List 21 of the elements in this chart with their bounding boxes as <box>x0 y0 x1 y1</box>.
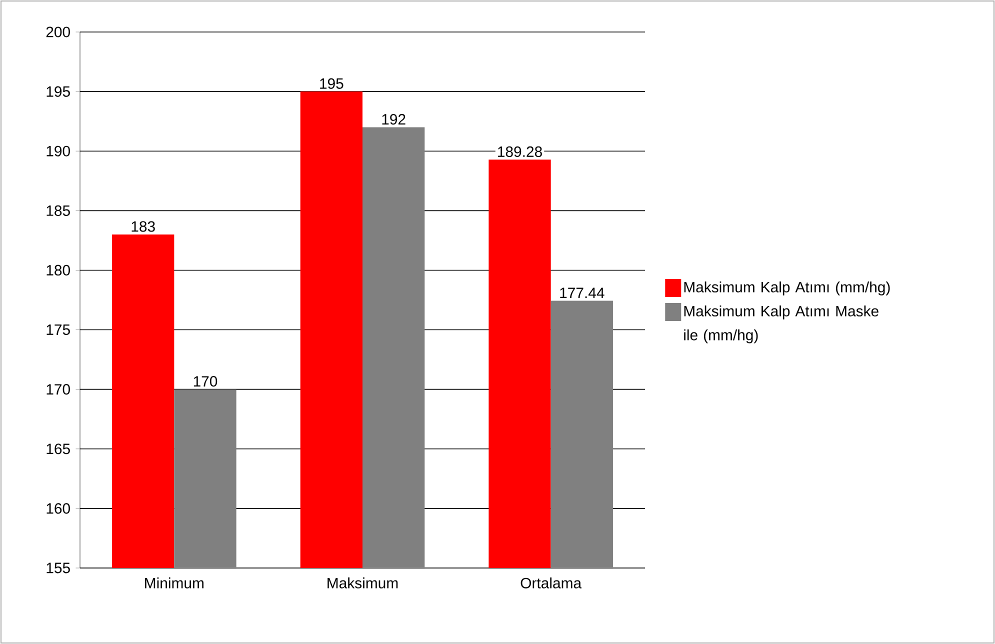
data-label: 192 <box>382 114 406 125</box>
legend-label: Maksimum Kalp Atımı Maske ile (mm/hg) <box>684 305 878 344</box>
y-tick-label: 165 <box>46 444 70 454</box>
data-label: 170 <box>194 376 218 387</box>
y-tick-label: 160 <box>46 503 70 514</box>
data-label: 177.44 <box>560 288 604 298</box>
y-tick-label: 175 <box>46 324 70 335</box>
y-tick-label: 190 <box>46 146 70 156</box>
x-tick-label: Ortalama <box>520 577 582 588</box>
y-tick-label: 155 <box>46 562 70 574</box>
legend-label: Maksimum Kalp Atımı (mm/hg) <box>684 281 890 296</box>
y-tick-label: 200 <box>46 26 70 38</box>
y-tick-label: 195 <box>46 86 70 97</box>
y-tick-label: 185 <box>46 205 70 216</box>
x-tick-label: Maksimum <box>328 577 398 588</box>
y-tick-label: 180 <box>46 264 70 276</box>
data-label: 195 <box>320 78 344 89</box>
data-label: 183 <box>132 221 155 232</box>
data-label: 189.28 <box>498 146 542 157</box>
x-tick-label: Minimum <box>145 577 204 588</box>
y-tick-label: 170 <box>46 384 70 395</box>
